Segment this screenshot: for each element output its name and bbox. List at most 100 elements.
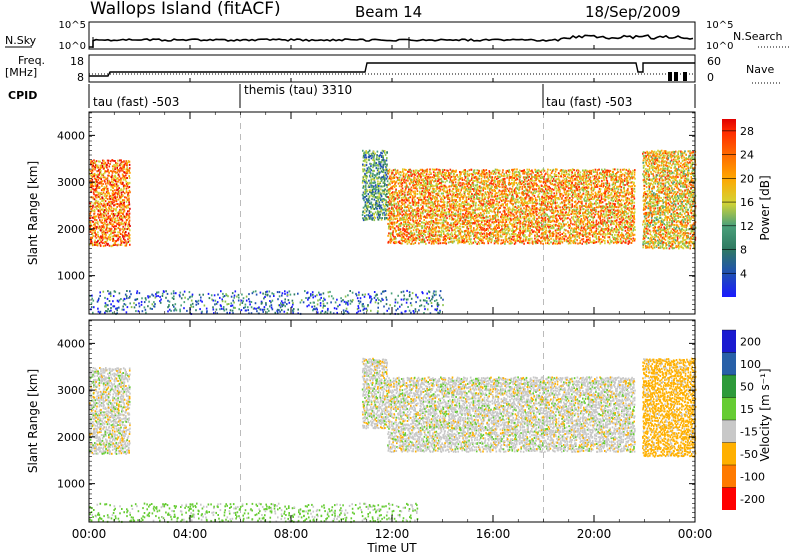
data-cell [455, 227, 457, 230]
data-cell [515, 182, 518, 184]
data-cell [556, 228, 558, 231]
data-cell [394, 236, 396, 239]
data-cell [498, 173, 500, 176]
data-cell [535, 225, 538, 228]
data-cell [564, 181, 566, 184]
data-cell [362, 156, 365, 159]
data-cell [406, 234, 408, 236]
data-cell [546, 206, 548, 209]
data-cell [365, 188, 367, 191]
data-cell [413, 232, 415, 235]
data-cell [578, 232, 580, 235]
data-cell [420, 175, 422, 178]
data-cell [496, 226, 499, 229]
data-cell [518, 219, 520, 222]
data-cell [119, 208, 121, 211]
data-cell [378, 201, 381, 204]
data-cell [526, 204, 529, 207]
data-cell [453, 202, 456, 205]
data-cell [560, 211, 562, 213]
data-cell [488, 178, 490, 181]
data-cell [362, 170, 364, 173]
data-cell [422, 187, 425, 190]
data-cell [368, 166, 370, 169]
data-cell [576, 231, 579, 234]
data-cell [437, 203, 439, 206]
data-cell [558, 240, 560, 243]
data-cell [578, 237, 581, 239]
data-cell [579, 200, 581, 203]
data-cell [431, 207, 434, 210]
data-cell [488, 226, 491, 229]
data-cell [572, 231, 574, 234]
data-cell [383, 192, 385, 195]
data-cell [512, 238, 515, 241]
data-cell [529, 225, 532, 228]
data-cell [402, 209, 405, 212]
data-cell [408, 209, 410, 212]
data-cell [563, 234, 565, 237]
data-cell [113, 177, 115, 180]
data-cell [449, 193, 452, 196]
data-cell [113, 221, 116, 224]
data-cell [531, 170, 533, 173]
data-cell [463, 238, 466, 241]
data-cell [106, 181, 109, 184]
data-cell [551, 206, 554, 209]
data-cell [535, 213, 538, 215]
data-cell [577, 224, 580, 227]
data-cell [531, 185, 533, 188]
data-cell [405, 169, 407, 171]
data-cell [523, 203, 526, 206]
data-cell [383, 181, 385, 184]
data-cell [515, 225, 518, 228]
data-cell [125, 216, 127, 218]
data-cell [573, 238, 576, 241]
data-cell [364, 192, 367, 195]
data-cell [443, 173, 445, 176]
data-cell [538, 174, 541, 177]
data-cell [123, 165, 125, 168]
data-cell [511, 185, 514, 188]
data-cell [411, 213, 414, 216]
data-cell [524, 192, 527, 195]
data-cell [396, 195, 399, 198]
data-cell [448, 192, 451, 194]
data-cell [406, 184, 408, 187]
data-cell [491, 192, 494, 195]
data-cell [418, 208, 421, 211]
data-cell [565, 185, 567, 188]
data-cell [537, 187, 540, 190]
data-cell [408, 222, 411, 225]
data-cell [376, 195, 379, 198]
data-cell [501, 224, 504, 227]
data-cell [561, 172, 563, 175]
data-cell [515, 216, 518, 219]
data-cell [541, 198, 543, 201]
data-cell [506, 225, 509, 228]
data-cell [100, 237, 103, 240]
data-cell [440, 177, 443, 180]
power-marks [89, 112, 697, 315]
data-cell [365, 190, 367, 193]
data-cell [552, 168, 555, 171]
data-cell [541, 209, 543, 212]
data-cell [565, 193, 567, 196]
data-cell [428, 235, 430, 238]
data-cell [522, 240, 525, 243]
data-cell [442, 222, 445, 225]
data-cell [533, 207, 535, 210]
data-cell [99, 219, 101, 222]
data-cell [127, 217, 130, 220]
data-cell [390, 238, 392, 240]
data-cell [468, 198, 470, 200]
data-cell [94, 188, 97, 191]
data-cell [121, 165, 124, 168]
data-cell [389, 210, 391, 212]
data-cell [362, 219, 365, 222]
data-cell [532, 171, 534, 174]
data-cell [521, 185, 524, 188]
data-cell [403, 206, 406, 209]
data-cell [510, 219, 513, 222]
data-cell [565, 180, 568, 183]
